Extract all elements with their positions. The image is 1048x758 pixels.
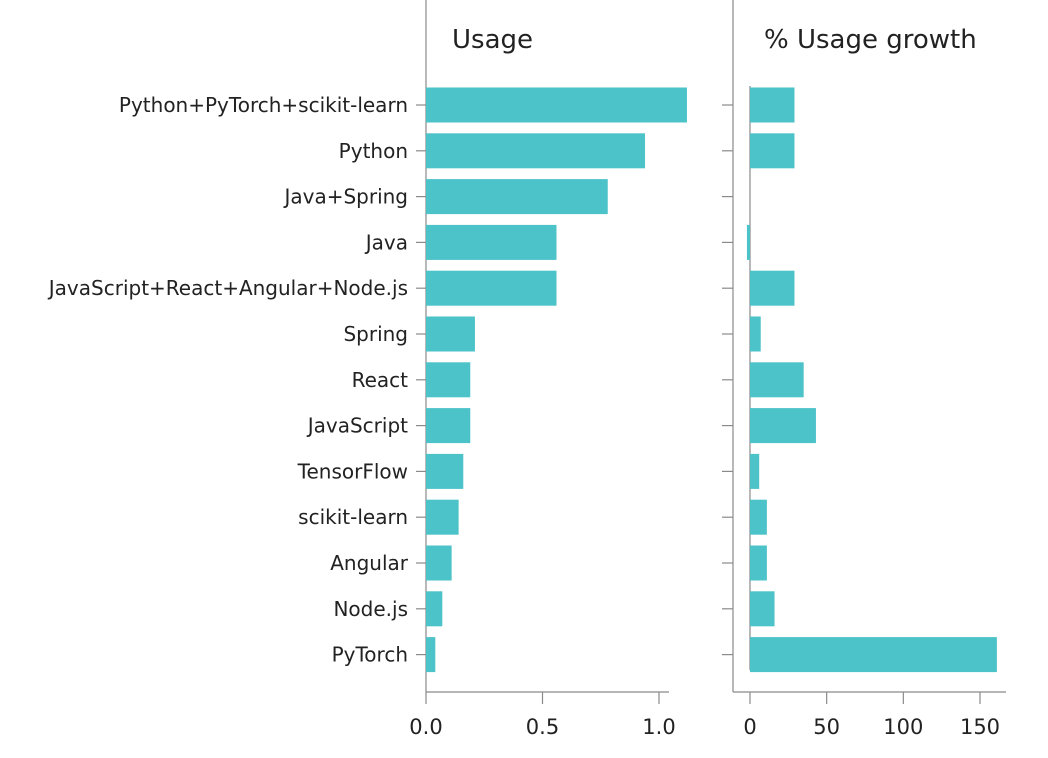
usage-bar xyxy=(426,637,436,673)
category-label: Angular xyxy=(330,551,409,575)
category-label: PyTorch xyxy=(332,643,408,667)
usage-growth-panel-title: % Usage growth xyxy=(764,25,977,55)
category-label: Python+PyTorch+scikit-learn xyxy=(119,93,408,117)
growth-x-tick-label: 150 xyxy=(960,715,1000,739)
growth-x-tick-label: 50 xyxy=(813,715,840,739)
usage-bar xyxy=(426,545,452,581)
usage-growth-panel: % Usage growth 0 50 100 150 xyxy=(722,0,1006,739)
usage-x-tick-label: 0.5 xyxy=(526,715,559,739)
usage-bar xyxy=(426,224,557,260)
growth-bar xyxy=(750,316,761,352)
growth-bar xyxy=(750,453,760,489)
growth-bar xyxy=(750,637,997,673)
category-label: Java xyxy=(364,230,408,254)
usage-bar xyxy=(426,591,443,627)
usage-bar xyxy=(426,362,471,398)
growth-bar xyxy=(750,87,795,123)
usage-x-tick-label: 0.0 xyxy=(409,715,442,739)
growth-bar xyxy=(750,408,816,444)
usage-panel: Usage 0.0 0.5 1.0 xyxy=(409,0,687,739)
growth-bar xyxy=(746,224,750,260)
category-label: TensorFlow xyxy=(297,459,408,483)
category-label: Spring xyxy=(343,322,408,346)
category-labels: Python+PyTorch+scikit-learn Python Java+Sp… xyxy=(47,93,409,667)
usage-panel-title: Usage xyxy=(452,25,533,55)
category-label: Java+Spring xyxy=(282,185,408,209)
usage-bar xyxy=(426,270,557,306)
category-label: Node.js xyxy=(333,597,408,621)
usage-x-tick-label: 1.0 xyxy=(642,715,675,739)
category-label: Python xyxy=(339,139,408,163)
usage-bar xyxy=(426,179,608,215)
growth-x-tick-label: 100 xyxy=(883,715,923,739)
growth-x-tick-label: 0 xyxy=(743,715,756,739)
growth-bar xyxy=(750,545,767,581)
category-label: scikit-learn xyxy=(298,505,408,529)
usage-bar xyxy=(426,87,687,123)
usage-bar xyxy=(426,408,471,444)
usage-bar xyxy=(426,316,475,352)
category-label: React xyxy=(352,368,409,392)
growth-bar xyxy=(750,499,767,535)
usage-bar xyxy=(426,133,646,169)
category-label: JavaScript+React+Angular+Node.js xyxy=(47,276,408,300)
category-label: JavaScript xyxy=(306,414,408,438)
growth-bar xyxy=(750,591,775,627)
growth-bar xyxy=(750,362,804,398)
usage-bar xyxy=(426,499,459,535)
usage-bar xyxy=(426,453,464,489)
growth-bar xyxy=(750,133,795,169)
growth-bar xyxy=(750,270,795,306)
